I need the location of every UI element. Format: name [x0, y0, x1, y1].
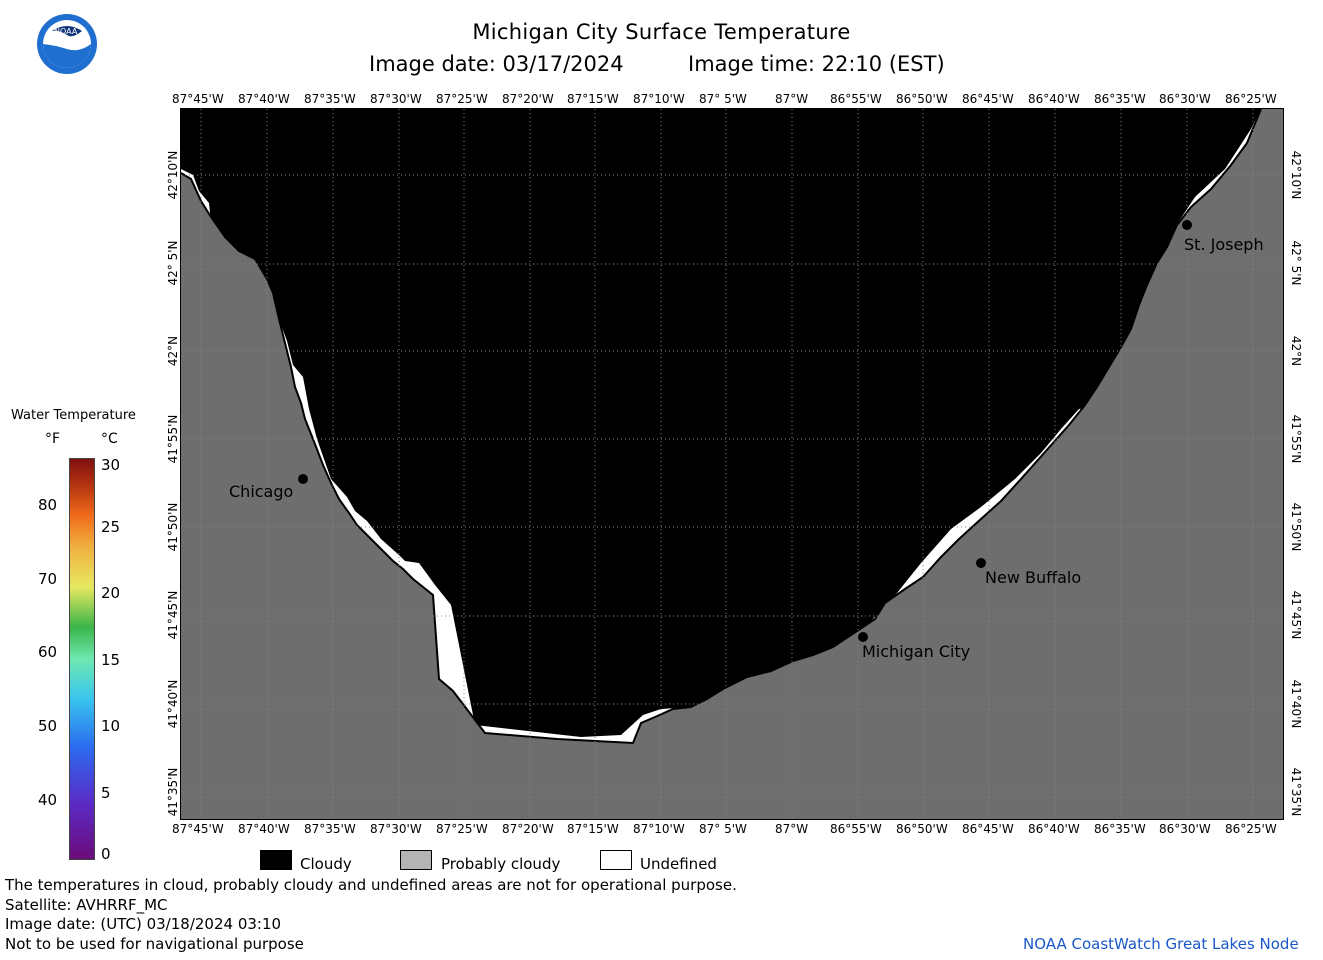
michigan-city-marker [858, 632, 868, 642]
lon-label-bottom: 86°55'W [830, 822, 882, 836]
colorbar-title: Water Temperature [11, 408, 136, 423]
lat-label-left: 41°50'N [166, 502, 180, 552]
footer-satellite: Satellite: AVHRRF_MC [5, 896, 168, 914]
legend-label-probably-cloudy: Probably cloudy [441, 855, 561, 873]
lon-label-bottom: 87°40'W [238, 822, 290, 836]
lat-label-right: 41°35'N [1289, 767, 1303, 817]
lon-label-top: 87°25'W [436, 92, 488, 106]
colorbar-c-tick: 15 [101, 651, 121, 669]
footer-navigation-note: Not to be used for navigational purpose [5, 935, 304, 953]
lat-label-right: 41°45'N [1289, 590, 1303, 640]
lon-label-top: 87°10'W [633, 92, 685, 106]
lon-label-bottom: 87°W [775, 822, 809, 836]
lon-label-top: 87°W [775, 92, 809, 106]
map-image [181, 109, 1283, 819]
image-date: Image date: 03/17/2024 [369, 52, 624, 76]
map-title: Michigan City Surface Temperature [472, 20, 851, 44]
legend-label-undefined: Undefined [640, 855, 717, 873]
coastline [181, 109, 1262, 745]
colorbar-c-tick: 25 [101, 518, 121, 536]
lon-label-bottom: 87°10'W [633, 822, 685, 836]
city-label-st-joseph: St. Joseph [1184, 235, 1264, 254]
lon-label-top: 87°35'W [304, 92, 356, 106]
colorbar-f-tick: 80 [38, 496, 58, 514]
lon-label-top: 86°25'W [1225, 92, 1277, 106]
image-time: Image time: 22:10 (EST) [688, 52, 945, 76]
lat-label-left: 41°55'N [166, 414, 180, 464]
lon-label-bottom: 86°25'W [1225, 822, 1277, 836]
lon-label-top: 87° 5'W [699, 92, 747, 106]
lon-label-top: 86°40'W [1028, 92, 1080, 106]
st-joseph-marker [1182, 220, 1192, 230]
legend-swatch-cloudy [260, 850, 292, 870]
lon-label-top: 87°15'W [567, 92, 619, 106]
lon-label-top: 86°50'W [896, 92, 948, 106]
colorbar-c-tick: 0 [101, 845, 111, 863]
lon-label-bottom: 86°35'W [1094, 822, 1146, 836]
land-area [181, 109, 1283, 819]
lon-label-bottom: 87°15'W [567, 822, 619, 836]
lon-label-bottom: 86°50'W [896, 822, 948, 836]
footer-credit: NOAA CoastWatch Great Lakes Node [1023, 935, 1299, 953]
new-buffalo-marker [976, 558, 986, 568]
colorbar-c-header: °C [101, 431, 118, 447]
lat-label-right: 41°40'N [1289, 679, 1303, 729]
footer-disclaimer: The temperatures in cloud, probably clou… [5, 876, 737, 894]
lon-label-bottom: 87°35'W [304, 822, 356, 836]
lon-label-bottom: 87°25'W [436, 822, 488, 836]
lat-label-left: 41°35'N [166, 767, 180, 817]
lon-label-top: 87°40'W [238, 92, 290, 106]
lon-label-bottom: 87°30'W [370, 822, 422, 836]
logo-text: NOAA [54, 27, 78, 36]
lat-label-right: 41°55'N [1289, 414, 1303, 464]
lat-label-right: 42°N [1289, 335, 1303, 367]
lon-label-top: 86°55'W [830, 92, 882, 106]
lon-label-bottom: 87°20'W [502, 822, 554, 836]
city-label-chicago: Chicago [229, 482, 294, 501]
lon-label-top: 87°30'W [370, 92, 422, 106]
lon-label-bottom: 86°45'W [962, 822, 1014, 836]
lon-label-top: 86°45'W [962, 92, 1014, 106]
legend-swatch-probably-cloudy [400, 850, 432, 870]
colorbar-c-tick: 20 [101, 584, 121, 602]
lon-label-top: 86°30'W [1159, 92, 1211, 106]
legend-swatch-undefined [600, 850, 632, 870]
colorbar-c-tick: 5 [101, 784, 111, 802]
lat-label-left: 41°45'N [166, 590, 180, 640]
lon-label-top: 87°20'W [502, 92, 554, 106]
lat-label-right: 42° 5'N [1289, 240, 1303, 286]
lon-label-top: 87°45'W [172, 92, 224, 106]
lon-label-bottom: 86°30'W [1159, 822, 1211, 836]
city-label-new-buffalo: New Buffalo [985, 568, 1082, 587]
lat-label-left: 42° 5'N [166, 240, 180, 286]
colorbar-f-header: °F [45, 431, 61, 447]
lat-label-left: 41°40'N [166, 679, 180, 729]
colorbar-c-tick: 30 [101, 456, 121, 474]
noaa-logo: NOAA [36, 13, 98, 75]
legend-label-cloudy: Cloudy [300, 855, 352, 873]
colorbar-c-tick: 10 [101, 717, 121, 735]
lat-label-left: 42°N [166, 335, 180, 367]
colorbar-f-tick: 60 [38, 643, 58, 661]
colorbar-f-tick: 70 [38, 570, 58, 588]
lon-label-bottom: 87°45'W [172, 822, 224, 836]
lon-label-bottom: 87° 5'W [699, 822, 747, 836]
lat-label-right: 41°50'N [1289, 502, 1303, 552]
city-label-michigan-city: Michigan City [862, 642, 971, 661]
lat-label-right: 42°10'N [1289, 150, 1303, 200]
lon-label-top: 86°35'W [1094, 92, 1146, 106]
map-frame [180, 108, 1284, 820]
lat-label-left: 42°10'N [166, 150, 180, 200]
colorbar-f-tick: 50 [38, 717, 58, 735]
chicago-marker [298, 474, 308, 484]
colorbar [69, 458, 95, 860]
lon-label-bottom: 86°40'W [1028, 822, 1080, 836]
footer-image-date: Image date: (UTC) 03/18/2024 03:10 [5, 915, 282, 933]
colorbar-f-tick: 40 [38, 791, 58, 809]
